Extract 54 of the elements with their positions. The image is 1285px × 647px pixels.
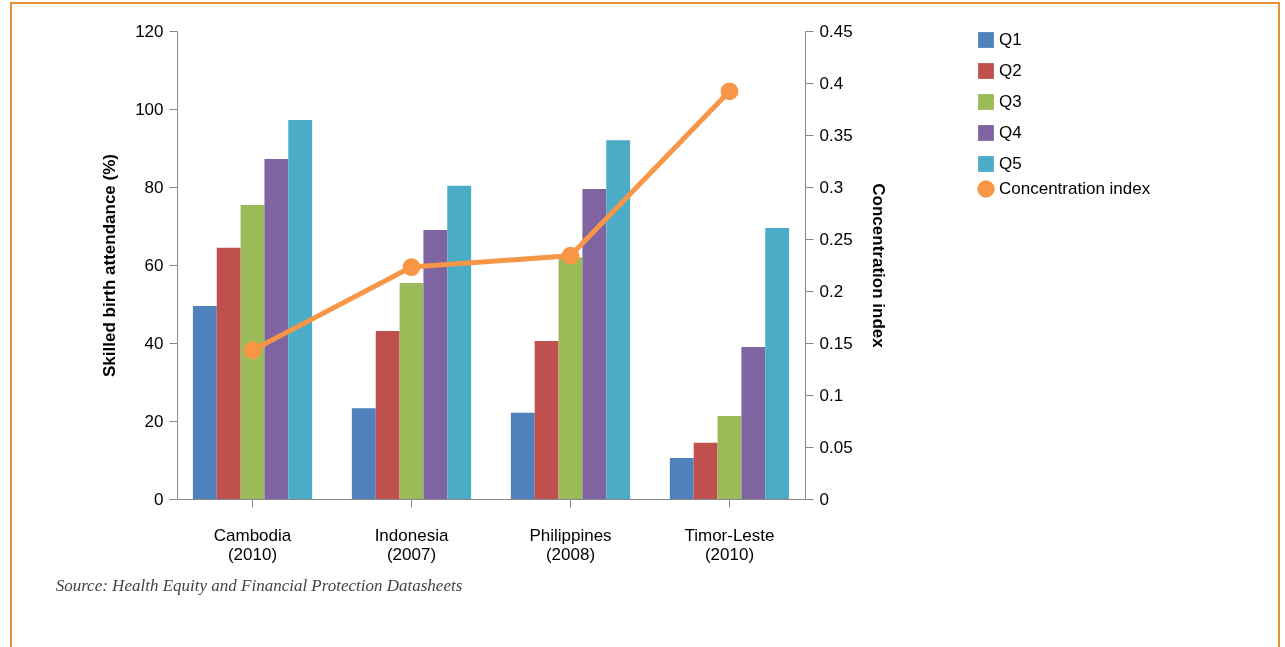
source-note: Source: Health Equity and Financial Protection Datasheets <box>55 576 463 595</box>
bar <box>264 158 289 499</box>
legend-label: Q4 <box>999 123 1022 142</box>
y2-tick-label: 0.1 <box>819 385 844 405</box>
bar <box>534 341 559 499</box>
x-tick-label: Timor-Leste (2010) <box>684 525 775 564</box>
bar <box>558 257 583 499</box>
bar <box>606 140 631 499</box>
y2-axis-title: Concentration index <box>868 183 888 349</box>
bar <box>582 188 607 499</box>
bar <box>216 247 241 499</box>
bar <box>717 415 742 499</box>
bar <box>423 229 448 499</box>
y-tick-label: 120 <box>135 21 164 41</box>
point <box>243 341 262 360</box>
y-tick-label: 0 <box>154 489 164 509</box>
x-tick-label: Philippines (2008) <box>529 525 612 564</box>
y2-tick-label: 0.45 <box>819 21 853 41</box>
bar <box>375 330 400 499</box>
bar <box>741 346 766 499</box>
bar <box>288 119 313 499</box>
y2-tick-label: 0.35 <box>819 125 853 145</box>
bar <box>765 227 790 499</box>
bar <box>351 408 376 499</box>
legend-label: Q5 <box>999 154 1022 173</box>
y-axis-title: Skilled birth attendance (%) <box>100 154 120 377</box>
y-tick-label: 20 <box>144 411 164 431</box>
bar <box>669 458 694 499</box>
y2-tick-label: 0.15 <box>819 333 853 353</box>
y-tick-label: 60 <box>144 255 164 275</box>
point <box>402 258 421 276</box>
y2-tick-label: 0.2 <box>819 281 844 301</box>
bar <box>399 282 424 499</box>
bar <box>240 204 265 499</box>
legend-label: Concentration index <box>999 179 1151 198</box>
y2-tick-label: 0 <box>819 489 829 509</box>
y2-tick-label: 0.4 <box>819 73 844 93</box>
y2-tick-label: 0.3 <box>819 177 844 197</box>
x-tick-label: Cambodia (2010) <box>213 525 292 564</box>
bar <box>510 412 535 499</box>
legend-label: Q1 <box>999 30 1022 49</box>
x-tick-label: Indonesia (2007) <box>374 525 449 564</box>
y-tick-label: 100 <box>135 99 164 119</box>
bar <box>447 185 472 499</box>
y-tick-label: 40 <box>144 333 164 353</box>
legend-label: Q2 <box>999 61 1022 80</box>
legend-label: Q3 <box>999 92 1022 111</box>
y-tick-label: 80 <box>144 177 164 197</box>
y2-tick-label: 0.05 <box>819 437 853 457</box>
bar <box>693 442 718 499</box>
point <box>561 246 580 265</box>
bar <box>192 305 217 499</box>
y2-tick-label: 0.25 <box>819 229 853 249</box>
point <box>720 82 739 101</box>
